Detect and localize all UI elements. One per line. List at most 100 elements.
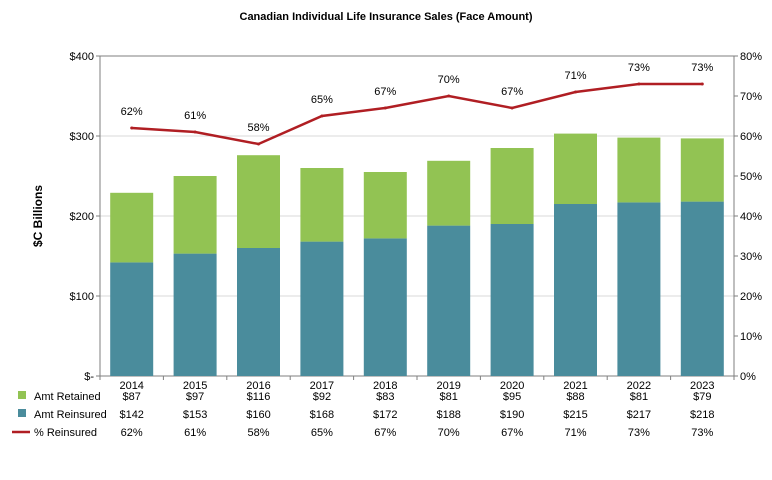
bar-amt-reinsured (363, 238, 407, 376)
bar-amt-reinsured (173, 253, 217, 376)
y2-axis-tick-label: 30% (740, 251, 762, 263)
table-cell: $116 (247, 391, 271, 403)
table-cell: $172 (373, 409, 397, 421)
line-point (510, 106, 514, 110)
table-cell: $168 (310, 409, 334, 421)
bar-amt-retained (237, 155, 280, 248)
x-axis-tick-label: 2016 (246, 380, 270, 392)
table-cell: 67% (501, 427, 523, 439)
bar-amt-retained (554, 133, 597, 204)
table-cell: $79 (693, 391, 711, 403)
bar-amt-reinsured (617, 202, 661, 376)
bar-amt-reinsured (490, 224, 534, 376)
table-cell: $95 (503, 391, 521, 403)
y2-axis-tick-label: 10% (740, 331, 762, 343)
table-cell: 73% (691, 427, 713, 439)
table-cell: $142 (119, 409, 143, 421)
table-cell: $190 (500, 409, 524, 421)
line-data-label: 61% (184, 110, 206, 122)
line-data-label: 67% (374, 86, 396, 98)
bar-amt-retained (427, 160, 471, 226)
line-point (130, 126, 134, 130)
table-cell: $92 (313, 391, 331, 403)
bar-amt-retained (680, 138, 724, 202)
y2-axis-tick-label: 80% (740, 51, 762, 63)
x-axis-tick-label: 2023 (690, 380, 714, 392)
line-data-label: 58% (247, 122, 269, 134)
line-point (637, 82, 641, 86)
x-axis-tick-label: 2015 (183, 380, 207, 392)
table-cell: $218 (690, 409, 714, 421)
bar-amt-retained (363, 172, 407, 239)
bar-amt-retained (617, 137, 661, 203)
table-cell: 65% (311, 427, 333, 439)
bar-amt-retained (110, 192, 154, 263)
table-cell: 58% (247, 427, 269, 439)
line-point (383, 106, 387, 110)
y-axis-tick-label: $- (84, 371, 94, 383)
x-axis-tick-label: 2022 (627, 380, 651, 392)
bar-amt-retained (173, 176, 217, 254)
y2-axis-tick-label: 70% (740, 91, 762, 103)
table-cell: $217 (627, 409, 651, 421)
legend-label: Amt Reinsured (34, 409, 107, 421)
x-axis-tick-label: 2017 (310, 380, 334, 392)
table-cell: $81 (440, 391, 458, 403)
legend-key-swatch (18, 391, 26, 399)
table-cell: $83 (376, 391, 394, 403)
bar-amt-reinsured (554, 204, 597, 376)
bar-amt-retained (490, 148, 534, 224)
x-axis-tick-label: 2019 (436, 380, 460, 392)
table-cell: $87 (123, 391, 141, 403)
y-axis-title: $C Billions (31, 185, 45, 247)
table-cell: 67% (374, 427, 396, 439)
line-data-label: 62% (121, 106, 143, 118)
y2-axis-tick-label: 60% (740, 131, 762, 143)
table-cell: 61% (184, 427, 206, 439)
legend-label: Amt Retained (34, 391, 101, 403)
line-data-label: 73% (691, 62, 713, 74)
legend-label: % Reinsured (34, 427, 97, 439)
line-data-label: 71% (564, 70, 586, 82)
y-axis-tick-label: $100 (70, 291, 94, 303)
y-axis-tick-label: $400 (70, 51, 94, 63)
line-point (574, 90, 577, 94)
line-data-label: 70% (438, 74, 460, 86)
bar-amt-reinsured (680, 201, 724, 376)
bar-amt-reinsured (300, 241, 344, 376)
x-axis-tick-label: 2018 (373, 380, 397, 392)
table-cell: $97 (186, 391, 204, 403)
line-pct-reinsured (131, 82, 703, 146)
line-point (447, 94, 451, 98)
table-cell: $215 (563, 409, 587, 421)
table-cell: 71% (564, 427, 586, 439)
line-point (700, 82, 704, 86)
y2-axis-tick-label: 0% (740, 371, 756, 383)
table-cell: 70% (438, 427, 460, 439)
y-axis-tick-label: $300 (70, 131, 94, 143)
line-point (257, 142, 260, 146)
legend-key-swatch (18, 409, 26, 417)
x-axis-tick-label: 2021 (563, 380, 587, 392)
bar-amt-retained (300, 168, 344, 242)
line-point (320, 114, 324, 118)
bar-amt-reinsured (237, 248, 280, 376)
y2-axis-tick-label: 50% (740, 171, 762, 183)
table-cell: 62% (121, 427, 143, 439)
x-axis-tick-label: 2020 (500, 380, 524, 392)
bar-amt-reinsured (110, 262, 154, 376)
bar-amt-reinsured (427, 225, 471, 376)
line-data-label: 67% (501, 86, 523, 98)
y2-axis-tick-label: 40% (740, 211, 762, 223)
table-cell: $188 (436, 409, 460, 421)
table-cell: $88 (566, 391, 584, 403)
chart-title: Canadian Individual Life Insurance Sales… (239, 11, 533, 23)
table-cell: 73% (628, 427, 650, 439)
y2-axis-tick-label: 20% (740, 291, 762, 303)
line-data-label: 65% (311, 94, 333, 106)
table-cell: $153 (183, 409, 207, 421)
line-point (193, 130, 197, 134)
table-cell: $160 (246, 409, 270, 421)
y-axis-tick-label: $200 (70, 211, 94, 223)
